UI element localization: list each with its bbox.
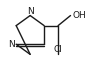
- Text: N: N: [27, 7, 34, 16]
- Text: N: N: [8, 40, 15, 49]
- Text: OH: OH: [72, 11, 86, 20]
- Text: Cl: Cl: [54, 45, 63, 54]
